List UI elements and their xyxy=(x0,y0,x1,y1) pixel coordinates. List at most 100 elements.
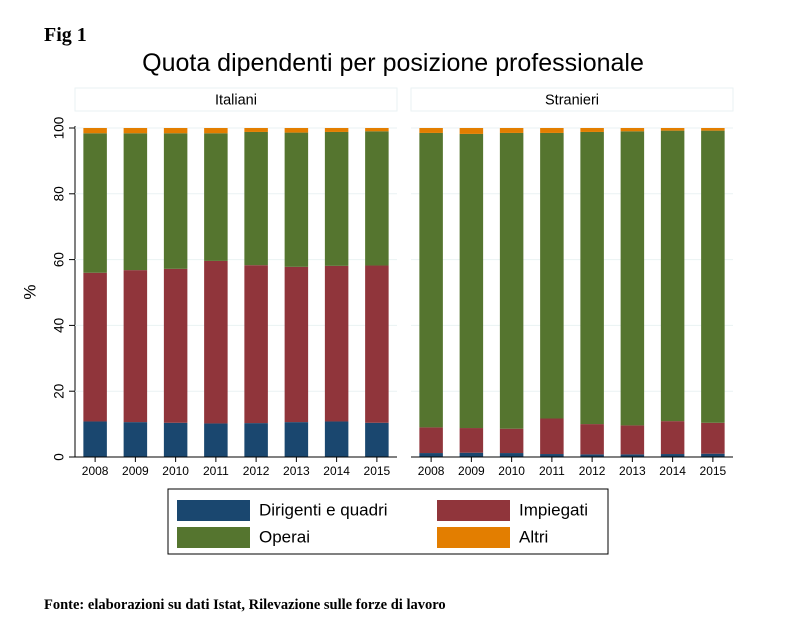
bar-segment xyxy=(701,128,725,131)
bar-segment xyxy=(365,131,389,266)
chart-title: Quota dipendenti per posizione professio… xyxy=(142,49,644,77)
bar-segment xyxy=(284,422,309,457)
bar-segment xyxy=(580,454,604,457)
y-tick-label: 80 xyxy=(52,186,67,201)
bar-segment xyxy=(123,270,148,423)
x-tick-label: 2011 xyxy=(203,464,229,478)
bar-segment xyxy=(204,133,228,261)
y-tick-label: 20 xyxy=(52,384,67,399)
bar-segment xyxy=(83,128,107,134)
bar-segment xyxy=(83,421,107,457)
bar-segment xyxy=(580,424,604,455)
y-tick-label: 100 xyxy=(52,117,67,140)
panel-header xyxy=(74,87,398,112)
bar-segment xyxy=(204,260,228,424)
panel-header xyxy=(410,87,734,112)
x-tick-label: 2008 xyxy=(82,464,109,478)
x-tick-label: 2015 xyxy=(364,464,391,478)
bar-segment xyxy=(204,423,228,457)
bar-segment xyxy=(540,132,564,419)
legend-swatch xyxy=(177,500,250,521)
bar-segment xyxy=(123,422,148,457)
bar-segment xyxy=(660,130,685,422)
legend-swatch xyxy=(177,527,250,548)
bar-segment xyxy=(163,422,188,457)
x-tick-label: 2009 xyxy=(458,464,485,478)
bar-segment xyxy=(163,268,188,423)
bar-segment xyxy=(365,422,389,457)
x-tick-label: 2010 xyxy=(162,464,189,478)
y-tick-label: 0 xyxy=(52,453,67,461)
bar-segment xyxy=(580,131,604,425)
bar-segment xyxy=(324,131,349,266)
bar-segment xyxy=(244,423,268,457)
bar-segment xyxy=(620,128,645,132)
x-tick-label: 2014 xyxy=(323,464,350,478)
bar-segment xyxy=(419,453,443,457)
x-tick-label: 2014 xyxy=(659,464,686,478)
bar-segment xyxy=(365,128,389,132)
bar-segment xyxy=(701,422,725,454)
bar-segment xyxy=(620,454,645,457)
bar-segment xyxy=(284,132,309,267)
legend-label: Dirigenti e quadri xyxy=(259,500,388,519)
bar-segment xyxy=(499,428,524,454)
source-note: Fonte: elaborazioni su dati Istat, Rilev… xyxy=(44,597,446,613)
x-tick-label: 2010 xyxy=(498,464,525,478)
bar-segment xyxy=(284,128,309,133)
y-axis-label: % xyxy=(20,284,39,299)
x-tick-label: 2015 xyxy=(700,464,727,478)
bar-segment xyxy=(499,453,524,457)
bar-segment xyxy=(163,128,188,134)
legend-label: Altri xyxy=(519,527,548,546)
panel-title: Italiani xyxy=(215,92,257,108)
legend-label: Operai xyxy=(259,527,310,546)
y-tick-label: 40 xyxy=(52,318,67,333)
bar-segment xyxy=(540,128,564,133)
bar-segment xyxy=(540,418,564,455)
bar-segment xyxy=(244,131,268,266)
bar-segment xyxy=(459,128,484,134)
bar-segment xyxy=(620,425,645,455)
bar-segment xyxy=(123,128,148,134)
bar-segment xyxy=(419,128,443,133)
bar-segment xyxy=(540,454,564,457)
bar-segment xyxy=(244,128,268,132)
bar-segment xyxy=(580,128,604,132)
bar-segment xyxy=(284,266,309,423)
bar-segment xyxy=(83,133,107,273)
x-tick-label: 2013 xyxy=(283,464,310,478)
x-tick-label: 2009 xyxy=(122,464,149,478)
bar-segment xyxy=(701,130,725,423)
bar-segment xyxy=(459,133,484,429)
bar-segment xyxy=(365,265,389,423)
bar-segment xyxy=(660,128,685,131)
bar-segment xyxy=(499,132,524,429)
bar-segment xyxy=(83,272,107,422)
bar-segment xyxy=(324,421,349,457)
bar-segment xyxy=(660,421,685,455)
legend-label: Impiegati xyxy=(519,500,588,519)
bar-segment xyxy=(419,132,443,428)
figure-label: Fig 1 xyxy=(44,24,87,46)
bar-segment xyxy=(163,133,188,269)
x-tick-label: 2012 xyxy=(579,464,606,478)
x-tick-label: 2013 xyxy=(619,464,646,478)
bar-segment xyxy=(701,453,725,457)
y-tick-label: 60 xyxy=(52,252,67,267)
x-tick-label: 2011 xyxy=(539,464,565,478)
bar-segment xyxy=(123,133,148,271)
x-tick-label: 2008 xyxy=(418,464,445,478)
panel-title: Stranieri xyxy=(545,92,599,108)
bar-segment xyxy=(459,452,484,457)
bar-segment xyxy=(419,427,443,454)
x-tick-label: 2012 xyxy=(243,464,270,478)
bar-segment xyxy=(324,128,349,132)
legend-swatch xyxy=(437,527,510,548)
bar-segment xyxy=(244,265,268,424)
bar-segment xyxy=(204,128,228,134)
bar-segment xyxy=(324,265,349,422)
bar-segment xyxy=(660,454,685,457)
bar-segment xyxy=(459,428,484,453)
